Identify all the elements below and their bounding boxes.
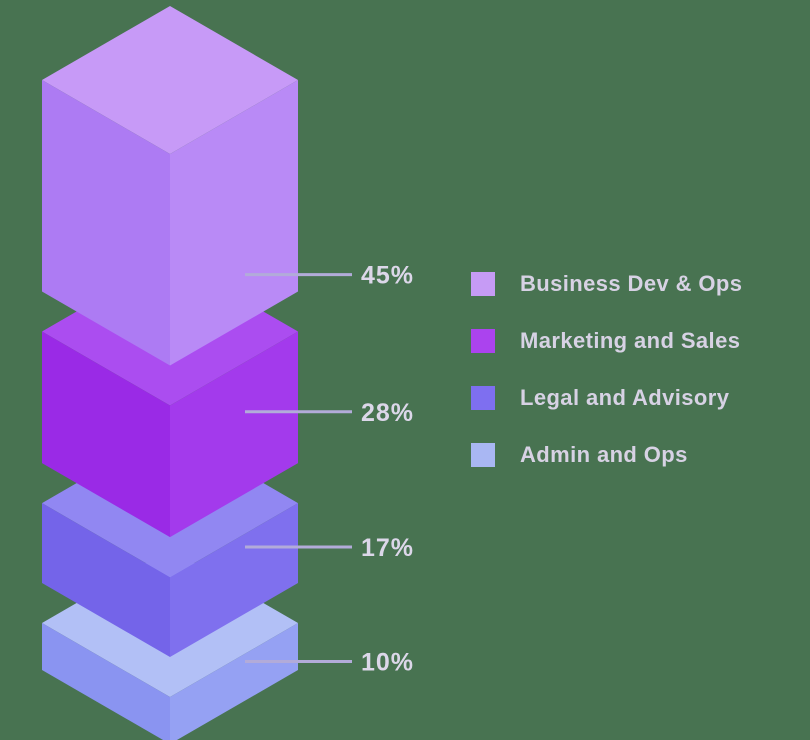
legend-swatch-legal-and-advisory [471,386,495,410]
legend-label-marketing-and-sales: Marketing and Sales [520,328,741,353]
value-label-admin-and-ops: 10% [361,649,414,677]
legend-swatch-admin-and-ops [471,443,495,467]
segment-left-face-admin-and-ops [42,623,170,740]
value-label-marketing-and-sales: 28% [361,399,414,427]
bar-segment-business-dev-ops [42,6,298,366]
segment-right-face-business-dev-ops [170,80,298,366]
legend-item-admin-and-ops: Admin and Ops [471,442,742,467]
legend-item-legal-and-advisory: Legal and Advisory [471,385,742,410]
legend-item-marketing-and-sales: Marketing and Sales [471,328,742,353]
segment-left-face-business-dev-ops [42,80,170,366]
segment-left-face-marketing-and-sales [42,331,170,538]
segment-right-face-legal-and-advisory [170,503,298,657]
value-label-legal-and-advisory: 17% [361,534,414,562]
segment-right-face-admin-and-ops [170,623,298,740]
segment-left-face-legal-and-advisory [42,503,170,657]
value-label-business-dev-ops: 45% [361,262,414,290]
legend-item-business-dev-ops: Business Dev & Ops [471,271,743,296]
segment-right-face-marketing-and-sales [170,331,298,538]
legend-swatch-marketing-and-sales [471,329,495,353]
legend: Business Dev & Ops Marketing and Sales L… [471,271,743,500]
legend-label-business-dev-ops: Business Dev & Ops [520,271,743,296]
legend-label-legal-and-advisory: Legal and Advisory [520,385,730,410]
legend-label-admin-and-ops: Admin and Ops [520,442,688,467]
legend-swatch-business-dev-ops [471,272,495,296]
